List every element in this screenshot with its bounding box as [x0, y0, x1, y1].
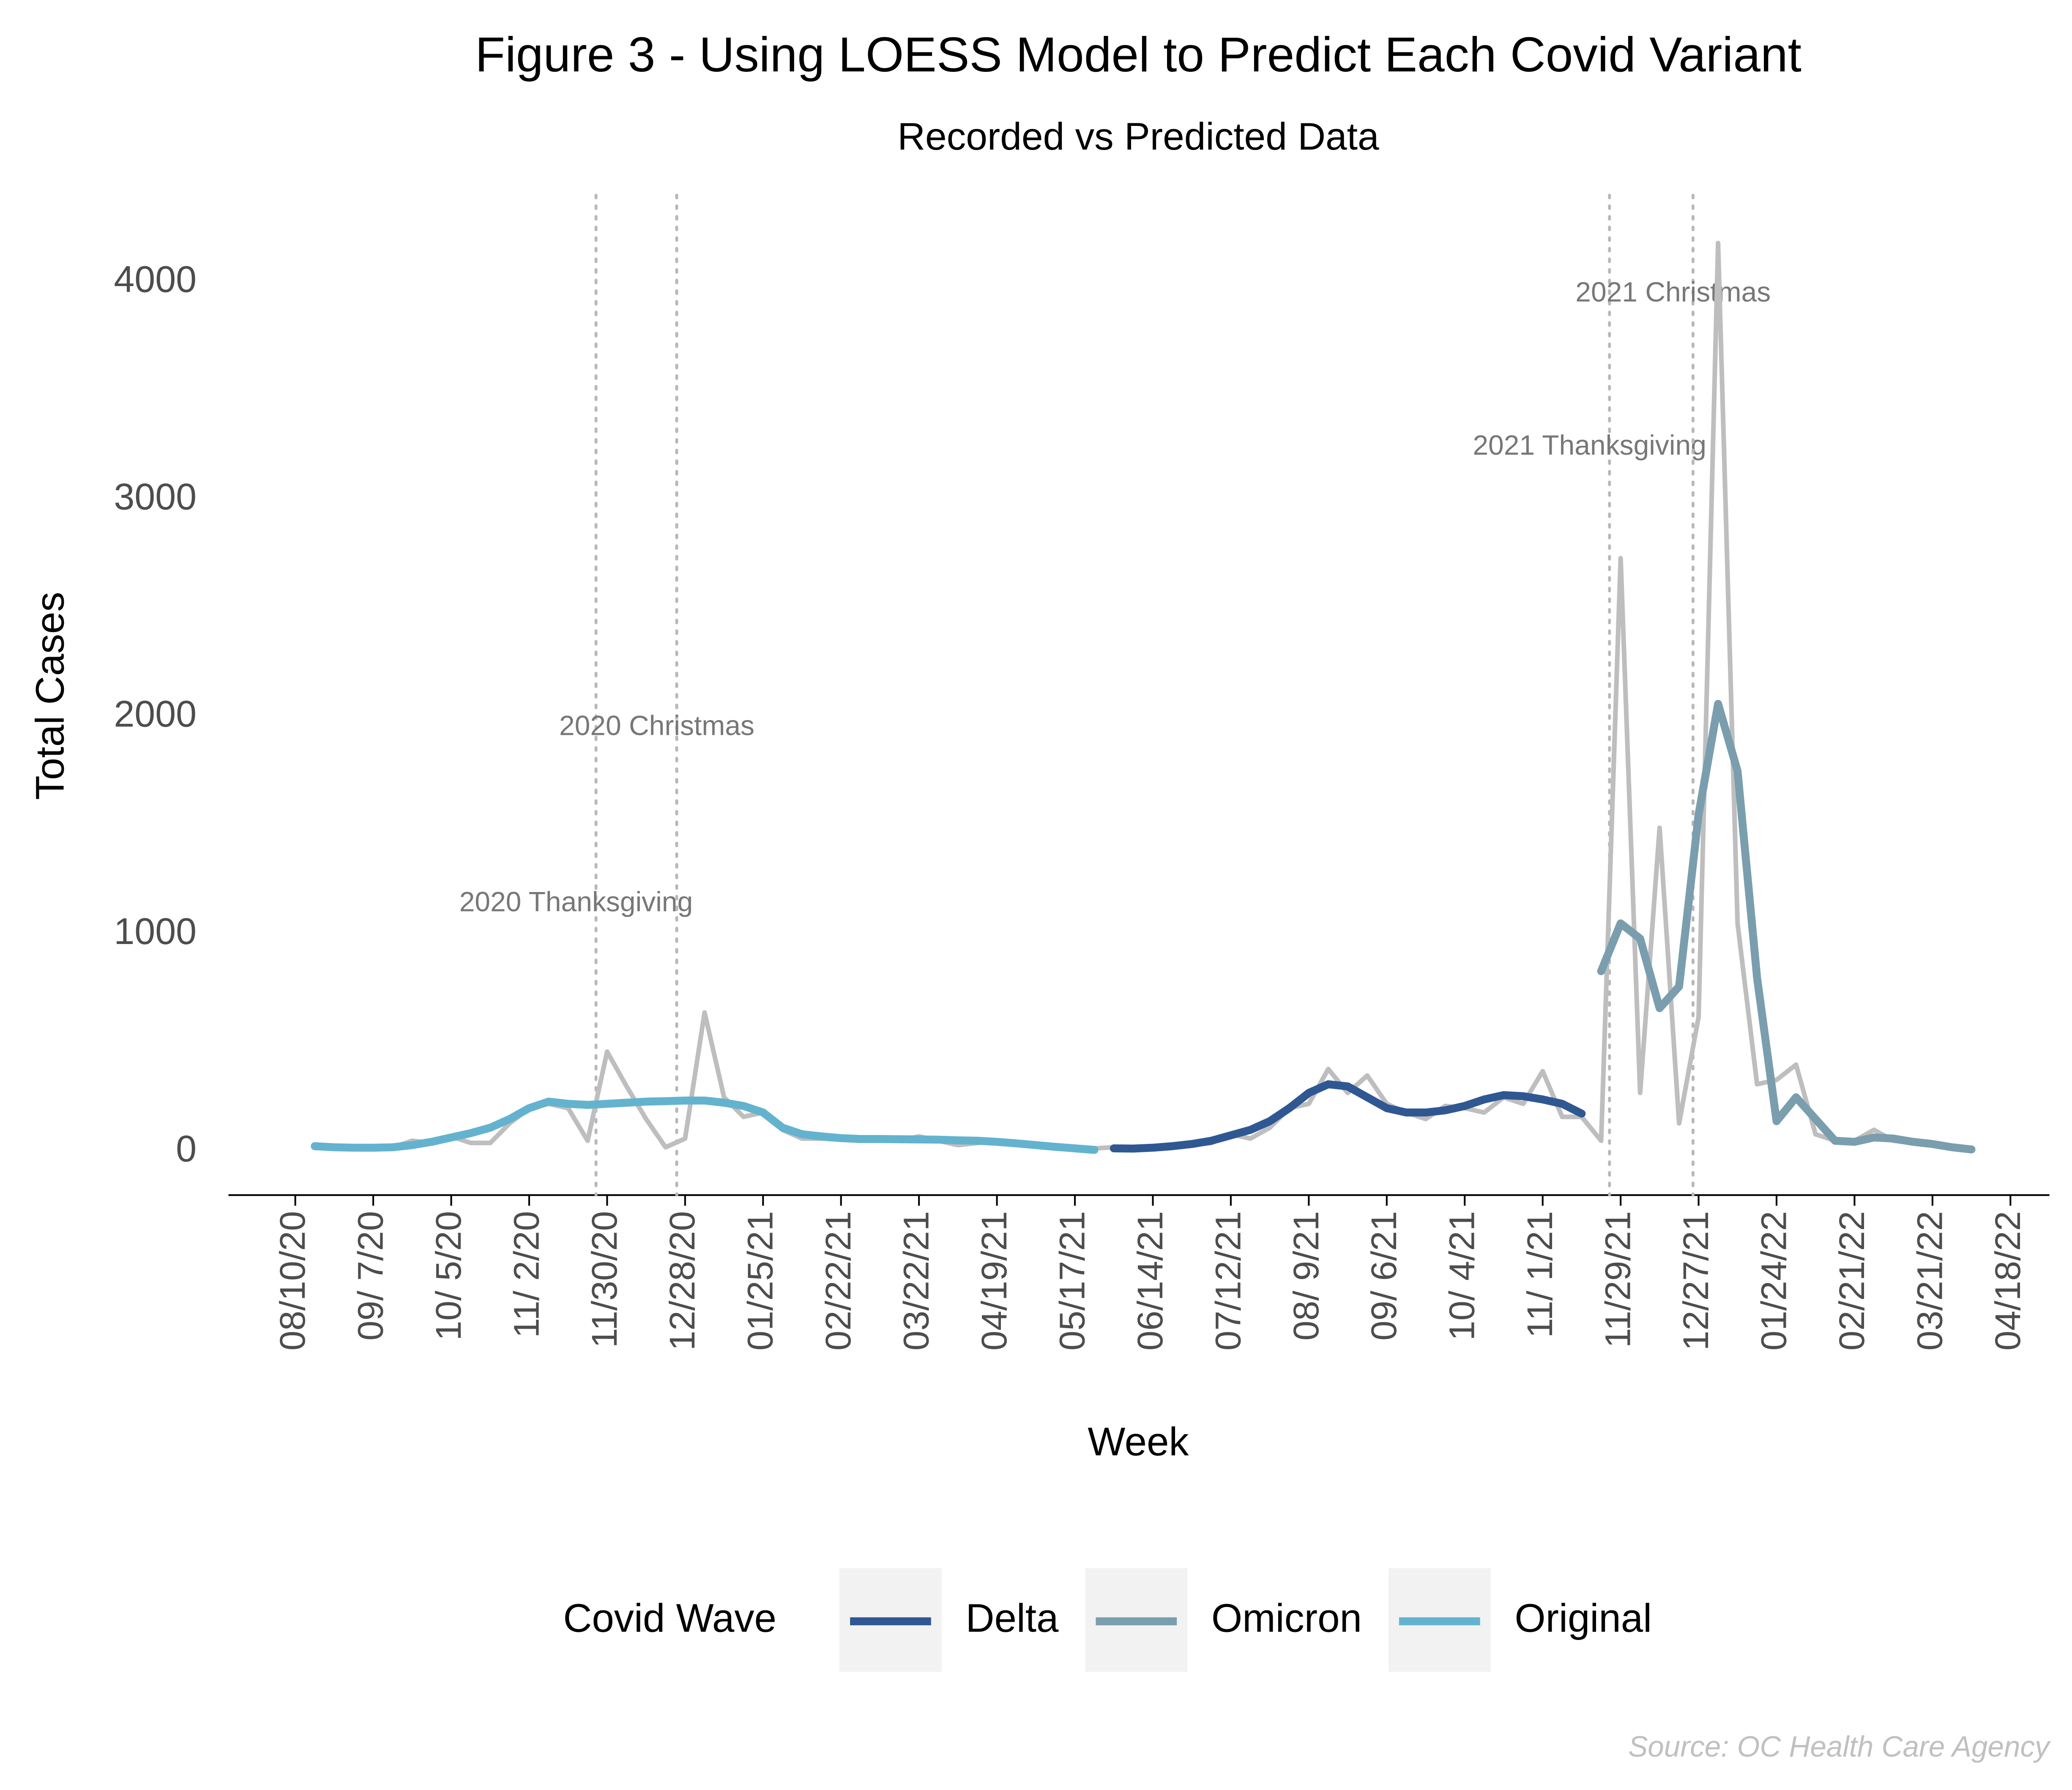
x-tick-label: 10/ 5/20 — [428, 1211, 468, 1341]
x-tick-label: 01/24/22 — [1753, 1211, 1793, 1351]
y-tick-label: 4000 — [114, 258, 197, 300]
loess-line — [1110, 1080, 1586, 1153]
recorded-line — [312, 240, 1974, 1152]
x-tick-label: 05/17/21 — [1052, 1211, 1092, 1351]
legend-label: Original — [1514, 1596, 1652, 1640]
annotation-label: 2021 Thanksgiving — [1473, 429, 1706, 461]
legend-label: Omicron — [1211, 1596, 1362, 1640]
x-tick-label: 03/21/22 — [1909, 1211, 1949, 1351]
y-tick-label: 3000 — [114, 475, 197, 517]
source-note: Source: OC Health Care Agency — [1628, 1730, 2051, 1763]
x-tick-label: 09/ 6/21 — [1364, 1211, 1404, 1341]
x-tick-label: 02/22/21 — [818, 1211, 858, 1351]
annotation-label: 2020 Thanksgiving — [459, 886, 693, 917]
x-tick-label: 01/25/21 — [740, 1211, 780, 1351]
y-tick-label: 2000 — [114, 693, 197, 735]
x-tick-label: 02/21/22 — [1831, 1211, 1872, 1351]
x-tick-label: 11/30/20 — [584, 1211, 624, 1348]
x-tick-label: 10/ 4/21 — [1442, 1211, 1482, 1341]
loess-line — [1597, 700, 1976, 1154]
x-tick-label: 12/27/21 — [1676, 1211, 1716, 1351]
annotation-label: 2021 Christmas — [1575, 276, 1771, 307]
annotation-label: 2020 Christmas — [559, 710, 754, 741]
x-tick-label: 06/14/21 — [1130, 1211, 1170, 1351]
loess-line — [311, 1096, 1099, 1154]
x-tick-label: 12/28/20 — [662, 1211, 702, 1351]
x-tick-label: 07/12/21 — [1208, 1211, 1248, 1351]
x-tick-label: 04/19/21 — [974, 1211, 1014, 1351]
chart-subtitle: Recorded vs Predicted Data — [897, 115, 1379, 158]
x-tick-label: 08/10/20 — [272, 1211, 312, 1351]
chart-title: Figure 3 - Using LOESS Model to Predict … — [475, 27, 1801, 82]
x-tick-label: 11/29/21 — [1598, 1211, 1638, 1348]
x-tick-label: 11/ 1/21 — [1520, 1211, 1560, 1338]
legend-title: Covid Wave — [563, 1596, 776, 1640]
x-tick-label: 09/ 7/20 — [350, 1211, 390, 1341]
y-tick-label: 1000 — [114, 910, 197, 952]
legend-label: Delta — [965, 1596, 1059, 1640]
x-tick-label: 04/18/22 — [1987, 1211, 2028, 1351]
y-tick-label: 0 — [176, 1128, 197, 1170]
x-tick-label: 03/22/21 — [896, 1211, 936, 1351]
x-tick-label: 11/ 2/20 — [506, 1211, 546, 1338]
y-axis-title: Total Cases — [28, 592, 72, 799]
x-axis-title: Week — [1088, 1419, 1189, 1464]
x-tick-label: 08/ 9/21 — [1286, 1211, 1326, 1341]
